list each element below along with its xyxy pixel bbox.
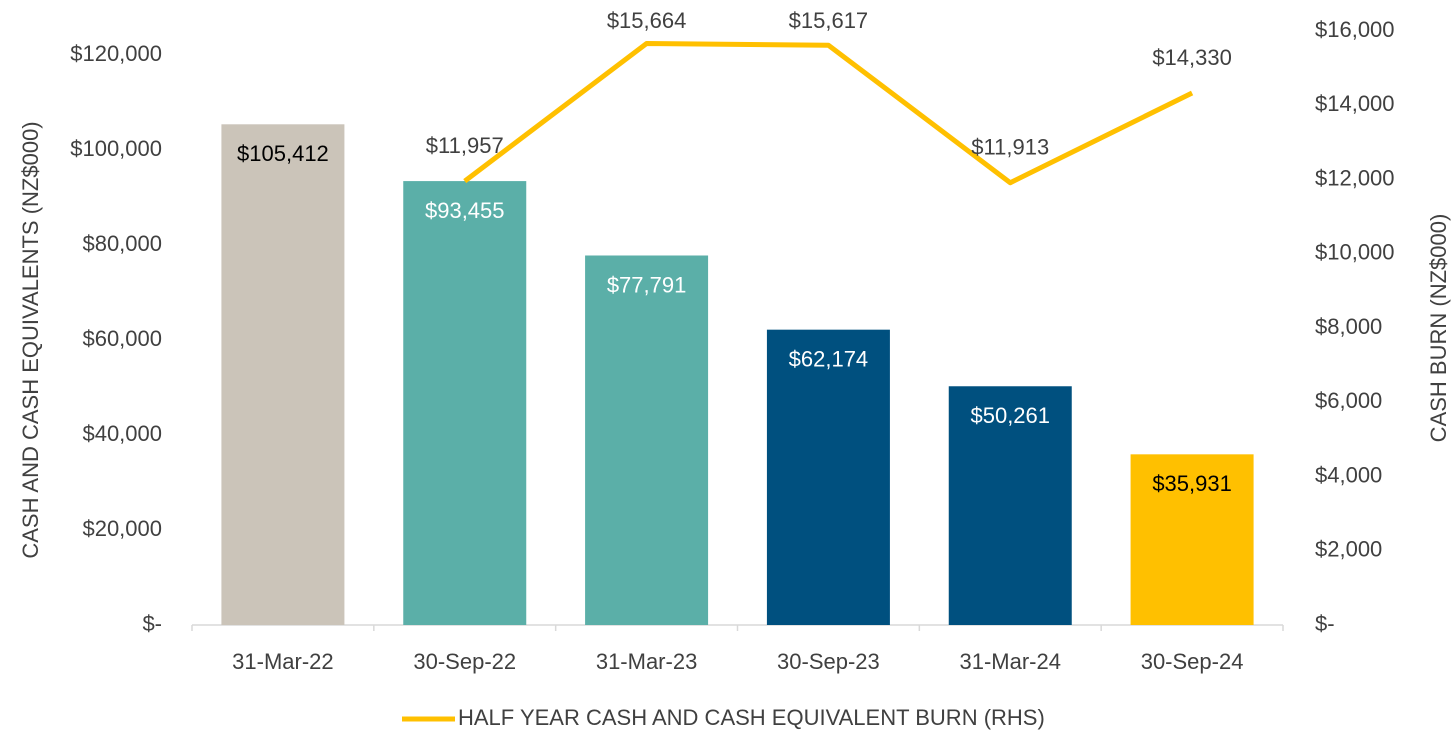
y-tick-label: $80,000 bbox=[82, 231, 162, 256]
bar-value-label: $77,791 bbox=[607, 272, 687, 297]
y2-tick-label: $2,000 bbox=[1315, 537, 1382, 562]
bar-value-label: $105,412 bbox=[237, 141, 329, 166]
y2-tick-label: $- bbox=[1315, 611, 1335, 636]
x-tick-label: 31-Mar-22 bbox=[232, 649, 333, 674]
x-tick-label: 31-Mar-24 bbox=[960, 649, 1061, 674]
bar bbox=[403, 181, 527, 625]
bar-value-label: $93,455 bbox=[425, 198, 505, 223]
y2-tick-label: $14,000 bbox=[1315, 91, 1395, 116]
y-tick-label: $- bbox=[142, 611, 162, 636]
y-tick-label: $20,000 bbox=[82, 516, 162, 541]
bar bbox=[948, 386, 1072, 625]
line-value-label: $11,957 bbox=[426, 133, 504, 158]
x-tick-label: 30-Sep-24 bbox=[1141, 649, 1244, 674]
line-value-label: $15,664 bbox=[607, 8, 687, 33]
y2-tick-label: $10,000 bbox=[1315, 240, 1395, 265]
bar-value-label: $62,174 bbox=[789, 346, 869, 371]
y2-tick-label: $12,000 bbox=[1315, 165, 1395, 190]
x-tick-label: 31-Mar-23 bbox=[596, 649, 697, 674]
line-value-label: $11,913 bbox=[971, 135, 1049, 160]
bar-value-label: $35,931 bbox=[1152, 471, 1232, 496]
y2-tick-label: $4,000 bbox=[1315, 462, 1382, 487]
y-tick-label: $40,000 bbox=[82, 421, 162, 446]
line bbox=[463, 40, 1194, 186]
y2-tick-label: $16,000 bbox=[1315, 17, 1395, 42]
y-tick-label: $120,000 bbox=[70, 41, 162, 66]
bar bbox=[766, 329, 890, 625]
bar bbox=[221, 124, 345, 625]
x-tick-label: 30-Sep-22 bbox=[413, 649, 516, 674]
bar-value-label: $50,261 bbox=[970, 403, 1050, 428]
y2-axis-title: CASH BURN (NZ$000) bbox=[1426, 214, 1451, 443]
x-tick-label: 30-Sep-23 bbox=[777, 649, 880, 674]
y-axis-title: CASH AND CASH EQUIVALENTS (NZ$000) bbox=[18, 121, 43, 558]
y-tick-label: $60,000 bbox=[82, 326, 162, 351]
y2-tick-label: $6,000 bbox=[1315, 388, 1382, 413]
line-value-label: $14,330 bbox=[1152, 45, 1232, 70]
bar bbox=[585, 255, 709, 626]
legend-label: HALF YEAR CASH AND CASH EQUIVALENT BURN … bbox=[458, 705, 1045, 730]
line-value-label: $15,617 bbox=[789, 8, 869, 33]
y2-tick-label: $8,000 bbox=[1315, 314, 1382, 339]
bar bbox=[1130, 454, 1254, 625]
y-tick-label: $100,000 bbox=[70, 136, 162, 161]
